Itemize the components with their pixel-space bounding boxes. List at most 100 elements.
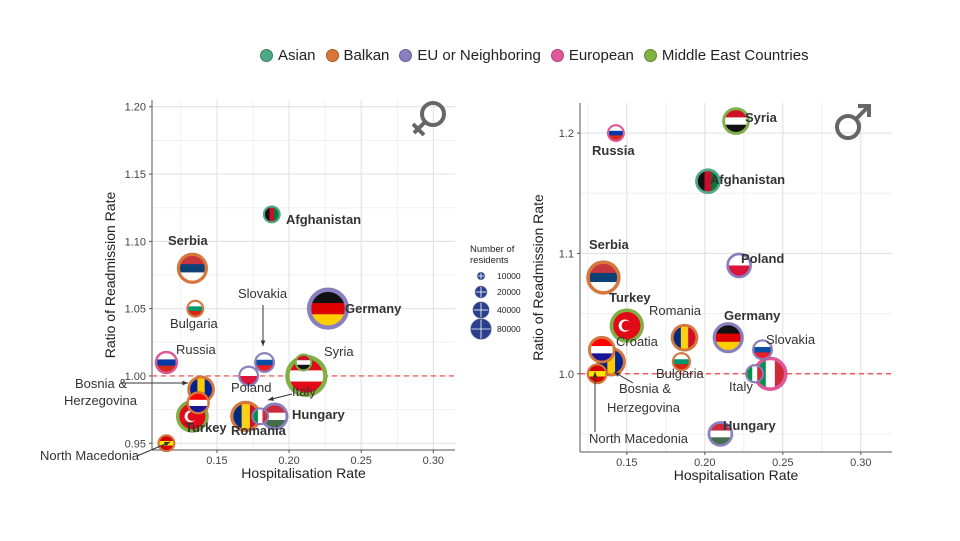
point-slovakia-flag (256, 354, 273, 371)
point-slovakia (751, 339, 774, 361)
leader-arrowhead (182, 380, 188, 386)
point-italy-flag (253, 409, 268, 424)
label-russia: Russia (592, 143, 635, 158)
point-poland (726, 252, 753, 279)
legend-label: Middle East Countries (661, 46, 809, 64)
legend-item-middle-east-countries: Middle East Countries (643, 46, 809, 64)
point-poland-flag (240, 367, 257, 385)
point-serbia-flag (589, 263, 618, 292)
point-russia-flag (157, 353, 176, 372)
x-tick-label: 0.15 (206, 455, 227, 467)
point-bulgaria-flag (188, 301, 203, 316)
legend-swatch (399, 48, 413, 62)
point-italy-small- (744, 364, 765, 384)
x-axis-title: Hospitalisation Rate (241, 465, 366, 481)
legend-swatch (325, 48, 339, 62)
label-north-macedonia: North Macedonia (40, 448, 140, 463)
legend-label: EU or Neighboring (417, 46, 541, 64)
y-tick-label: 1.2 (559, 128, 574, 140)
point-croatia (186, 390, 211, 415)
x-tick-label: 0.20 (694, 457, 715, 469)
label-italy: Italy (729, 379, 753, 394)
leader-arrowhead (614, 372, 620, 377)
label-romania: Romania (231, 423, 287, 438)
color-legend: Asian Balkan EU or Neighboring European Midd… (260, 44, 809, 66)
label-bosnia-: Bosnia & (75, 376, 127, 391)
point-north-macedonia (586, 363, 608, 385)
label-hungary: Hungary (723, 418, 777, 433)
label-herzegovina: Herzegovina (64, 393, 138, 408)
point-germany (712, 321, 744, 354)
label-afghanistan: Afghanistan (286, 212, 361, 227)
point-italy (251, 407, 270, 426)
point-afghanistan (694, 168, 721, 195)
size-legend-title: Number of (470, 244, 515, 255)
legend-label: Asian (278, 46, 316, 64)
x-tick-label: 0.25 (351, 455, 372, 467)
legend-item-eu-or-neighboring: EU or Neighboring (399, 46, 541, 64)
size-legend-label: 10000 (497, 271, 521, 281)
legend-swatch (643, 48, 657, 62)
legend-swatch (260, 48, 273, 62)
size-legend-label: 40000 (497, 305, 521, 315)
legend-item-european: European (550, 46, 634, 64)
leader-arrowhead (260, 340, 266, 346)
label-north-macedonia: North Macedonia (589, 431, 689, 446)
label-syria: Syria (324, 344, 354, 359)
point-syria (294, 353, 313, 372)
point-bulgaria (186, 299, 205, 318)
label-serbia: Serbia (168, 233, 209, 248)
leader-line (136, 441, 171, 457)
label-serbia: Serbia (589, 237, 630, 252)
label-afghanistan: Afghanistan (710, 172, 785, 187)
x-tick-label: 0.30 (850, 457, 871, 469)
label-bulgaria: Bulgaria (656, 366, 704, 381)
size-legend-label: 80000 (497, 324, 521, 334)
point-hungary (260, 402, 289, 431)
y-tick-label: 0.95 (125, 438, 146, 450)
point-syria (721, 107, 751, 136)
point-slovakia-flag (754, 341, 771, 358)
y-tick-label: 1.05 (125, 304, 146, 316)
x-tick-label: 0.25 (772, 457, 793, 469)
label-syria: Syria (745, 110, 778, 125)
legend-label: European (568, 46, 634, 64)
leader-arrowhead (164, 442, 170, 447)
male-panel: 0.15 0.20 0.25 0.30 1.0 1.1 1.2 Hospitalisation… (530, 103, 892, 483)
label-slovakia: Slovakia (766, 332, 816, 347)
label-bosnia-: Bosnia & (619, 381, 671, 396)
point-bulgaria (671, 351, 692, 372)
label-slovakia: Slovakia (238, 286, 288, 301)
y-tick-label: 1.1 (559, 248, 574, 260)
point-syria-flag (725, 110, 747, 133)
point-germany-flag (715, 325, 741, 351)
label-italy: Italy (292, 384, 316, 399)
point-north-macedonia-flag (588, 365, 606, 383)
legend-item-balkan: Balkan (325, 46, 390, 64)
label-hungary: Hungary (292, 407, 346, 422)
y-tick-label: 1.00 (125, 371, 146, 383)
legend-item-asian: Asian (260, 47, 316, 64)
size-legend-title-2: residents (470, 255, 509, 266)
legend-label: Balkan (343, 46, 390, 64)
x-axis-title: Hospitalisation Rate (674, 467, 799, 483)
label-bulgaria: Bulgaria (170, 316, 218, 331)
label-herzegovina: Herzegovina (607, 400, 681, 415)
female-symbol-icon (411, 101, 446, 137)
legend-swatch (550, 48, 564, 62)
label-romania: Romania (649, 303, 702, 318)
point-poland (238, 365, 260, 387)
point-russia-flag (609, 126, 623, 140)
x-tick-label: 0.30 (423, 455, 444, 467)
leader-arrowhead (592, 372, 598, 378)
point-hungary-flag (710, 423, 731, 445)
point-germany-flag (311, 291, 345, 326)
point-slovakia (253, 351, 276, 374)
point-turkey-flag (613, 311, 641, 340)
point-romania (670, 323, 699, 352)
point-croatia-flag (590, 338, 613, 361)
point-serbia (176, 252, 209, 285)
size-legend-label: 20000 (497, 287, 521, 297)
point-serbia (586, 260, 621, 295)
